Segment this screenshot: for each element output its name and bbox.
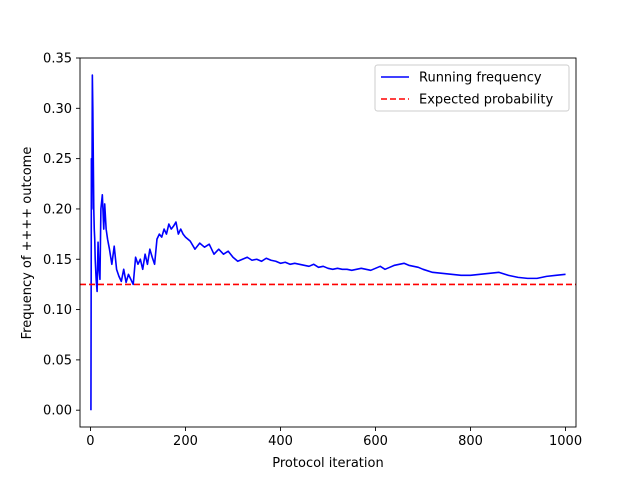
x-tick-label: 1000 bbox=[549, 434, 582, 449]
y-tick-label: 0.10 bbox=[43, 303, 72, 318]
y-tick-label: 0.25 bbox=[43, 152, 72, 167]
x-tick-label: 200 bbox=[173, 434, 198, 449]
x-axis-label: Protocol iteration bbox=[272, 456, 383, 471]
y-tick-label: 0.35 bbox=[43, 52, 72, 67]
legend-box bbox=[374, 64, 570, 112]
legend-label: Running frequency bbox=[419, 71, 542, 86]
y-tick-label: 0.15 bbox=[43, 253, 72, 268]
y-tick-label: 0.05 bbox=[43, 353, 72, 368]
x-tick-label: 400 bbox=[268, 434, 293, 449]
x-tick-label: 600 bbox=[363, 434, 388, 449]
y-axis-label: Frequency of ++++ outcome bbox=[20, 147, 35, 340]
y-tick-label: 0.30 bbox=[43, 102, 72, 117]
y-tick-label: 0.20 bbox=[43, 202, 72, 217]
plot-frame bbox=[79, 57, 577, 428]
legend-label: Expected probability bbox=[419, 93, 553, 108]
legend: Running frequency Expected probability bbox=[374, 64, 570, 112]
series-running-frequency-line bbox=[90, 74, 566, 411]
x-tick-label: 800 bbox=[458, 434, 483, 449]
axes: 0 200 400 600 800 1000 0.00 0.05 0.10 0.15 0.20 0.2… bbox=[43, 52, 582, 450]
y-tick-label: 0.00 bbox=[43, 404, 72, 419]
x-tick-label: 0 bbox=[86, 434, 94, 449]
plot-area bbox=[80, 74, 576, 411]
